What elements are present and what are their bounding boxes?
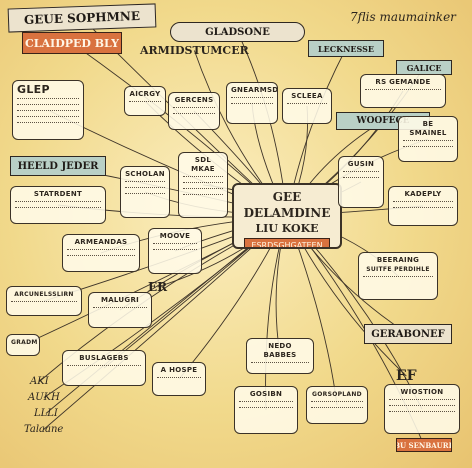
handwriting-3: LLLI bbox=[34, 408, 58, 419]
center-tag: ESRDSGHGATEEN bbox=[244, 238, 330, 247]
node-title: SDL MKAE bbox=[191, 156, 215, 173]
node-title: A HOSPE bbox=[160, 366, 198, 374]
node-title: STATRDENT bbox=[33, 190, 83, 198]
handwriting-1: AKI bbox=[30, 376, 49, 387]
node-sdl-mkae: SDL MKAE bbox=[178, 152, 228, 218]
node-title: GERCENS bbox=[174, 96, 214, 104]
node-title: WIOSTION bbox=[400, 388, 444, 396]
node-er: ER bbox=[148, 280, 168, 294]
node-gercens: GERCENS bbox=[168, 92, 220, 130]
node-beeraing: BEERAING SUITFE PERDIHLE bbox=[358, 252, 438, 300]
node-glep: GLEP bbox=[12, 80, 84, 140]
node-title: BEERAING bbox=[376, 256, 420, 264]
node-armeandas: ARMEANDAS bbox=[62, 234, 140, 272]
corner-title: 7flis maumainker bbox=[350, 10, 456, 24]
node-statrdent: STATRDENT bbox=[10, 186, 106, 224]
node-title: SCLEEA bbox=[291, 92, 323, 100]
node-gradm: GRADM bbox=[6, 334, 40, 356]
banner-gladsone: GLADSONE bbox=[170, 22, 305, 42]
banner-hefal: HEELD JEDER bbox=[10, 156, 106, 176]
node-rs-gemande: RS GEMANDE bbox=[360, 74, 446, 108]
node-title: GRADM bbox=[11, 339, 38, 346]
banner-armd: ARMIDSTUMCER bbox=[140, 44, 249, 57]
node-title: BE SMAINEL bbox=[409, 120, 447, 137]
node-title: SCHOLAN bbox=[125, 170, 165, 178]
node-malugri: MALUGRI bbox=[88, 292, 152, 328]
banner-bottom-badge: BU SENBAURE bbox=[396, 438, 452, 452]
node-scleea: SCLEEA bbox=[282, 88, 332, 124]
center-subtitle: LIU KOKE bbox=[255, 222, 319, 235]
node-scholan: SCHOLAN bbox=[120, 166, 170, 218]
banner-galice: GALICE bbox=[396, 60, 452, 75]
banner-top-left: GEUE SOPHMNE bbox=[7, 3, 157, 33]
node-title: AICRGY bbox=[129, 90, 161, 98]
banner-gerabone: GERABONEF bbox=[364, 324, 452, 344]
center-node: GEE DELAMDINE LIU KOKE ESRDSGHGATEEN bbox=[232, 183, 342, 249]
node-arcunelsslirn: ARCUNELSSLIRN bbox=[6, 286, 82, 316]
node-title: GNEARMSD bbox=[231, 86, 278, 94]
node-title: KADEPLY bbox=[404, 190, 442, 198]
node-title: GUSIN bbox=[347, 160, 375, 168]
node-title: NEDO BABBES bbox=[263, 342, 297, 359]
node-title: GLEP bbox=[17, 83, 50, 96]
node-buslagebs: BUSLAGEBS bbox=[62, 350, 146, 386]
handwriting-4: Talaane bbox=[24, 424, 64, 435]
node-title: ARCUNELSSLIRN bbox=[14, 291, 74, 298]
node-wiostion: WIOSTION bbox=[384, 384, 460, 434]
handwriting-2: AUKH bbox=[28, 392, 60, 403]
node-gusin: GUSIN bbox=[338, 156, 384, 208]
node-title: MALUGRI bbox=[100, 296, 140, 304]
node-gorsopland: GORSOPLAND bbox=[306, 386, 368, 424]
node-aicrgy: AICRGY bbox=[124, 86, 166, 116]
node-title: MOOVE bbox=[159, 232, 191, 240]
node-kadeply: KADEPLY bbox=[388, 186, 458, 226]
node-be-smainel: BE SMAINEL bbox=[398, 116, 458, 162]
node-moove: MOOVE bbox=[148, 228, 202, 274]
node-title-2: SUITFE PERDIHLE bbox=[366, 266, 430, 273]
node-a-hospe: A HOSPE bbox=[152, 362, 206, 396]
node-title: GOSIBN bbox=[249, 390, 283, 398]
node-gosibn: GOSIBN bbox=[234, 386, 298, 434]
banner-lecknes: LECKNESSE bbox=[308, 40, 384, 57]
node-nedo-babbes: NEDO BABBES bbox=[246, 338, 314, 374]
node-title: GORSOPLAND bbox=[312, 391, 362, 398]
node-gnearmsd: GNEARMSD bbox=[226, 82, 278, 124]
banner-top-left-orange: CLAIDPED BLY bbox=[22, 32, 122, 54]
node-title: RS GEMANDE bbox=[375, 78, 431, 86]
node-ef: EF bbox=[396, 368, 417, 384]
center-title: GEE DELAMDINE bbox=[243, 190, 331, 220]
node-title: BUSLAGEBS bbox=[79, 354, 129, 362]
node-title: ARMEANDAS bbox=[74, 238, 128, 246]
